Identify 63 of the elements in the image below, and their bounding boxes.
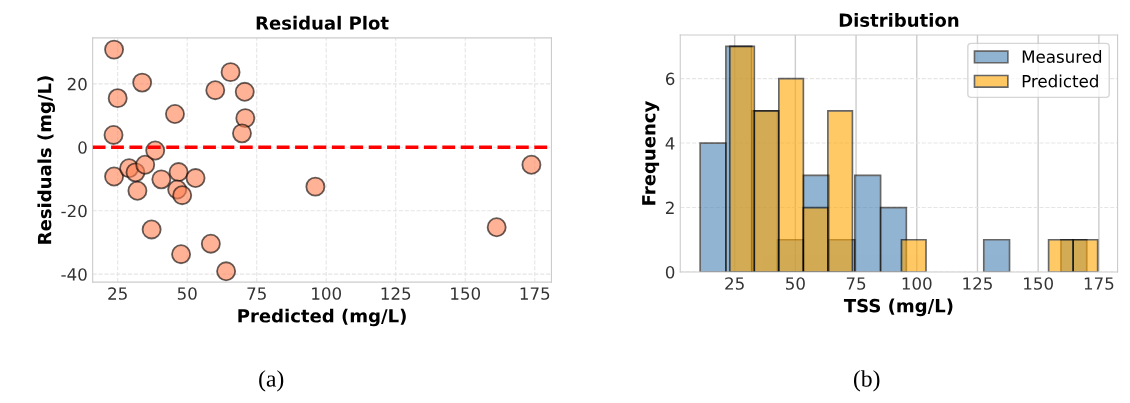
point xyxy=(103,124,124,145)
bar xyxy=(1072,238,1099,273)
x-tick-label: 100 xyxy=(902,277,932,290)
point xyxy=(107,88,128,109)
y-axis-title: Residuals (mg/L) xyxy=(37,76,56,244)
x-axis-title: Predicted (mg/L) xyxy=(238,308,406,327)
y-tick-label: -40 xyxy=(61,268,87,281)
x-tick-label: 75 xyxy=(247,287,266,300)
chart-title: Residual Plot xyxy=(256,15,389,30)
y-axis-title: Frequency xyxy=(642,101,660,205)
y-tick-label: 20 xyxy=(67,77,87,91)
y-tick-label: 0 xyxy=(665,265,675,279)
legend-label: Predicted xyxy=(1022,74,1098,88)
y-tick-label: 6 xyxy=(665,72,675,86)
x-tick-label: 125 xyxy=(381,287,411,300)
x-tick-label: 75 xyxy=(846,277,866,290)
point xyxy=(185,168,206,189)
point xyxy=(127,180,148,201)
point xyxy=(486,217,507,238)
x-tick-label: 50 xyxy=(786,277,805,290)
point xyxy=(151,169,172,190)
point xyxy=(234,81,255,102)
x-tick-label: 50 xyxy=(177,287,197,300)
point xyxy=(141,219,162,240)
x-tick-label: 175 xyxy=(1084,277,1114,290)
x-tick-label: 100 xyxy=(312,287,342,300)
point xyxy=(216,261,237,282)
point xyxy=(200,233,221,254)
x-tick-label: 150 xyxy=(1024,277,1053,290)
text: (b) xyxy=(853,370,880,392)
y-tick-label: 0 xyxy=(78,141,87,154)
legend-label: Measured xyxy=(1022,50,1102,63)
bar xyxy=(827,109,854,273)
bar xyxy=(900,238,927,273)
bar xyxy=(854,174,882,273)
text: (a) xyxy=(259,370,284,392)
bar xyxy=(699,142,727,273)
x-axis-title: TSS (mg/L) xyxy=(843,298,953,317)
bar xyxy=(802,206,829,273)
y-tick-label: 2 xyxy=(666,201,674,214)
point xyxy=(220,62,241,83)
point xyxy=(205,80,226,101)
x-tick-label: 25 xyxy=(108,287,127,300)
bar xyxy=(778,77,805,273)
point xyxy=(171,244,192,265)
x-tick-label: 125 xyxy=(963,277,992,290)
x-tick-label: 25 xyxy=(725,277,744,290)
y-tick-label: -20 xyxy=(61,204,87,218)
point xyxy=(232,123,252,144)
bar xyxy=(982,238,1011,273)
point xyxy=(132,72,153,93)
x-tick-label: 175 xyxy=(520,287,550,300)
x-tick-label: 150 xyxy=(451,287,481,300)
point xyxy=(135,154,156,175)
point xyxy=(104,166,125,187)
point xyxy=(521,154,542,175)
point xyxy=(165,104,185,124)
point xyxy=(104,39,125,60)
point xyxy=(305,176,326,197)
point xyxy=(172,185,193,206)
y-tick-label: 4 xyxy=(665,137,675,150)
point xyxy=(168,162,189,183)
chart-title: Distribution xyxy=(839,13,959,27)
